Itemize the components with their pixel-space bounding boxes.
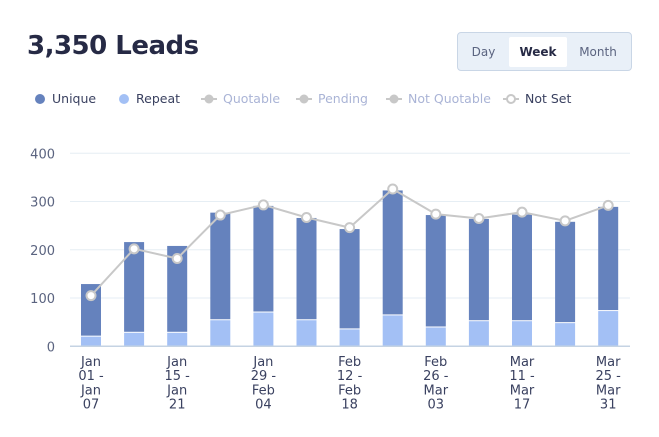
legend-item-quotable[interactable]: Quotable bbox=[200, 91, 280, 106]
x-tick-label: Mar bbox=[596, 355, 621, 370]
x-tick-label: 17 bbox=[514, 398, 531, 413]
point-not-set bbox=[128, 243, 140, 255]
point-not-set bbox=[85, 290, 97, 302]
bar-repeat bbox=[598, 311, 619, 347]
legend-item-repeat[interactable]: Repeat bbox=[117, 91, 180, 106]
point-not-set bbox=[257, 199, 269, 211]
bar-unique bbox=[339, 229, 360, 329]
x-tick-label: 04 bbox=[255, 398, 272, 413]
y-tick-label: 0 bbox=[47, 340, 55, 355]
bar-unique bbox=[81, 284, 101, 336]
point-not-set bbox=[214, 209, 226, 221]
x-tick-label: 12 - bbox=[337, 369, 363, 384]
bar-repeat bbox=[382, 315, 403, 347]
legend-label: Not Set bbox=[525, 91, 572, 106]
bar-repeat bbox=[210, 320, 231, 347]
x-tick-label: 29 - bbox=[251, 369, 277, 384]
bar-unique bbox=[468, 218, 489, 321]
range-month-button[interactable]: Month bbox=[579, 45, 617, 59]
x-tick-label: Mar bbox=[510, 355, 535, 370]
bar-repeat bbox=[425, 327, 446, 347]
bar-unique bbox=[296, 217, 317, 320]
x-tick-label: 03 bbox=[428, 398, 445, 413]
y-tick-label: 300 bbox=[30, 196, 55, 211]
legend-dot-icon bbox=[119, 93, 129, 104]
x-tick-label: Jan bbox=[166, 355, 187, 370]
legend-item-not-quotable[interactable]: Not Quotable bbox=[385, 91, 491, 106]
x-tick-label: 18 bbox=[341, 398, 358, 413]
legend-label: Unique bbox=[52, 91, 97, 106]
page-title: 3,350 Leads bbox=[27, 31, 199, 61]
bar-repeat bbox=[253, 312, 274, 347]
point-not-set bbox=[344, 222, 356, 234]
y-tick-label: 200 bbox=[30, 244, 55, 259]
y-tick-label: 400 bbox=[30, 147, 55, 162]
x-tick-label: 07 bbox=[83, 398, 100, 413]
point-not-set bbox=[171, 252, 183, 264]
x-tick-label: Feb bbox=[424, 355, 447, 370]
bar-unique bbox=[598, 206, 619, 311]
bar-unique bbox=[555, 221, 576, 323]
x-tick-label: Jan bbox=[252, 355, 273, 370]
legend-line-dot-icon bbox=[201, 94, 217, 103]
legend-item-pending[interactable]: Pending bbox=[295, 91, 368, 106]
x-tick-label: 15 - bbox=[165, 369, 191, 384]
legend-label: Pending bbox=[318, 91, 368, 106]
x-tick-label: 01 - bbox=[78, 369, 104, 384]
bar-unique bbox=[167, 245, 188, 332]
x-tick-label: Jan bbox=[80, 383, 101, 398]
point-not-set bbox=[473, 212, 485, 224]
bar-unique bbox=[124, 242, 145, 332]
bar-unique bbox=[512, 214, 532, 321]
point-not-set bbox=[559, 215, 571, 227]
legend-item-unique[interactable]: Unique bbox=[33, 91, 96, 106]
legend-label: Repeat bbox=[136, 91, 181, 106]
point-not-set bbox=[387, 183, 399, 195]
legend-item-not-set[interactable]: Not Set bbox=[502, 91, 571, 106]
bar-repeat bbox=[512, 321, 532, 347]
range-toggle: Day Week Month bbox=[457, 32, 632, 71]
bar-repeat bbox=[339, 329, 360, 347]
bar-unique bbox=[210, 212, 231, 320]
bar-unique bbox=[253, 205, 274, 312]
line-not-set bbox=[90, 187, 609, 297]
bar-repeat bbox=[81, 336, 101, 347]
bar-repeat bbox=[124, 332, 145, 347]
x-tick-label: Jan bbox=[80, 355, 101, 370]
x-tick-label: 31 bbox=[600, 398, 617, 413]
x-tick-label: 26 - bbox=[423, 369, 449, 384]
bar-repeat bbox=[296, 320, 317, 347]
x-tick-label: Mar bbox=[510, 383, 535, 398]
range-week-button[interactable]: Week bbox=[509, 37, 567, 67]
legend-dot-icon bbox=[35, 93, 45, 104]
x-tick-label: Mar bbox=[424, 383, 449, 398]
point-not-set bbox=[301, 211, 312, 223]
x-tick-label: Feb bbox=[338, 355, 361, 370]
point-not-set bbox=[516, 206, 528, 218]
x-tick-label: 21 bbox=[169, 398, 186, 413]
bar-repeat bbox=[555, 323, 576, 347]
bar-unique bbox=[425, 215, 446, 327]
legend-label: Not Quotable bbox=[408, 91, 491, 106]
range-day-button[interactable]: Day bbox=[471, 45, 496, 59]
x-tick-label: Jan bbox=[166, 383, 187, 398]
x-tick-label: Feb bbox=[252, 383, 275, 398]
legend-line-dot-icon bbox=[296, 94, 312, 103]
bar-repeat bbox=[167, 332, 188, 347]
x-tick-label: Feb bbox=[338, 383, 361, 398]
legend-line-hollow-dot-icon bbox=[503, 93, 519, 104]
x-tick-label: 11 - bbox=[509, 369, 535, 384]
x-tick-label: Mar bbox=[596, 383, 621, 398]
point-not-set bbox=[602, 199, 614, 211]
legend-label: Quotable bbox=[223, 91, 281, 106]
point-not-set bbox=[430, 208, 442, 220]
y-tick-label: 100 bbox=[30, 292, 55, 307]
x-tick-label: 25 - bbox=[596, 369, 622, 384]
bar-unique bbox=[382, 190, 403, 315]
legend-line-dot-icon bbox=[386, 94, 402, 103]
bar-repeat bbox=[468, 321, 489, 347]
